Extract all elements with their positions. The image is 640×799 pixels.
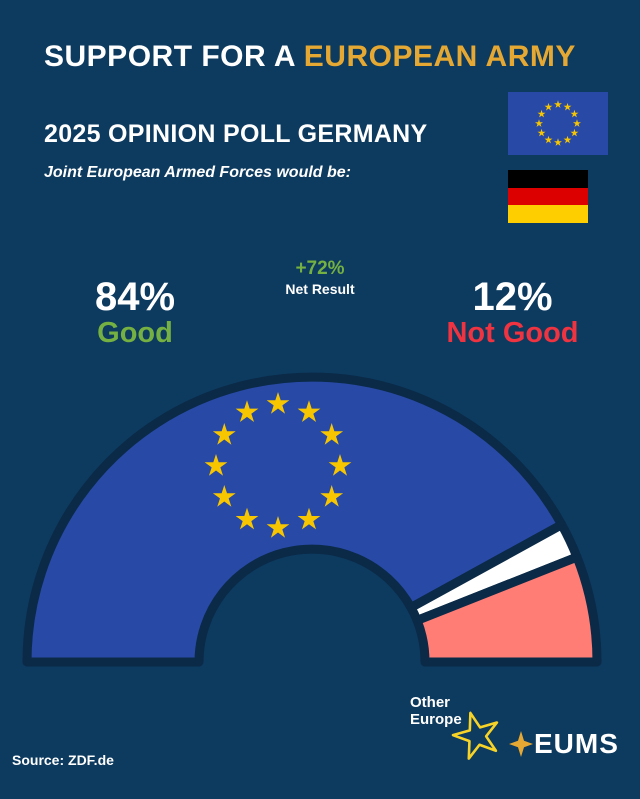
other-europe-line2: Europe: [410, 711, 462, 728]
eums-logo-text: EUMS: [534, 728, 619, 759]
star-glyph: [235, 507, 259, 530]
star-glyph: [554, 138, 562, 146]
star-glyph: [320, 485, 344, 507]
stat-net-value: +72%: [295, 258, 345, 279]
star-glyph: [297, 507, 321, 530]
stat-not-good: 12% Not Good: [430, 276, 595, 350]
star-glyph: [212, 423, 236, 445]
tagline: Joint European Armed Forces would be:: [44, 164, 351, 181]
star-glyph: [544, 102, 553, 111]
stat-not-good-value: 12%: [472, 275, 553, 319]
star-glyph: [573, 119, 581, 127]
other-europe-logo-text: Other Europe: [410, 694, 462, 728]
star-glyph: [235, 400, 259, 423]
eums-logo: EUMS: [508, 728, 619, 760]
outline-star-glyph: [451, 711, 499, 760]
other-europe-star-icon: [451, 711, 499, 760]
gauge-segment-good: [22, 372, 567, 667]
star-glyph: [266, 516, 290, 538]
eu-flag-icon: [508, 92, 608, 155]
stat-net-label: Net Result: [285, 280, 355, 297]
page-title-white: SUPPORT FOR A: [44, 40, 304, 74]
gauge-chart: [22, 372, 602, 667]
stat-good: 84% Good: [60, 276, 210, 350]
star-glyph: [328, 454, 352, 476]
star-glyph: [570, 109, 579, 118]
poll-title: 2025 OPINION POLL GERMANY: [44, 119, 428, 148]
germany-flag-stripe-red: [508, 187, 588, 206]
other-europe-line1: Other: [410, 694, 451, 711]
gauge-segment-not-good: [412, 552, 602, 667]
star-glyph: [320, 423, 344, 445]
star-glyph: [554, 100, 562, 108]
page-title-gold: EUROPEAN ARMY: [303, 40, 576, 74]
star-glyph: [570, 128, 579, 137]
stat-net-result: +72% Net Result: [250, 258, 390, 297]
eums-star-icon: [509, 731, 533, 757]
star-glyph: [297, 400, 321, 423]
germany-flag-icon: [508, 170, 588, 224]
stat-not-good-label: Not Good: [446, 317, 579, 349]
star-glyph: [563, 135, 572, 144]
star-glyph: [212, 485, 236, 507]
germany-flag-stripe-gold: [508, 205, 588, 224]
page-title: SUPPORT FOR A EUROPEAN ARMY: [44, 40, 576, 74]
star-glyph: [563, 102, 572, 111]
star-glyph: [537, 109, 546, 118]
star-glyph: [535, 119, 543, 127]
star-glyph: [266, 392, 290, 414]
star-glyph: [537, 128, 546, 137]
stat-good-label: Good: [97, 317, 173, 349]
star-glyph: [544, 135, 553, 144]
star-glyph: [204, 454, 228, 476]
source-credit: Source: ZDF.de: [12, 752, 114, 768]
germany-flag-stripe-black: [508, 170, 588, 188]
stat-good-value: 84%: [94, 275, 176, 319]
